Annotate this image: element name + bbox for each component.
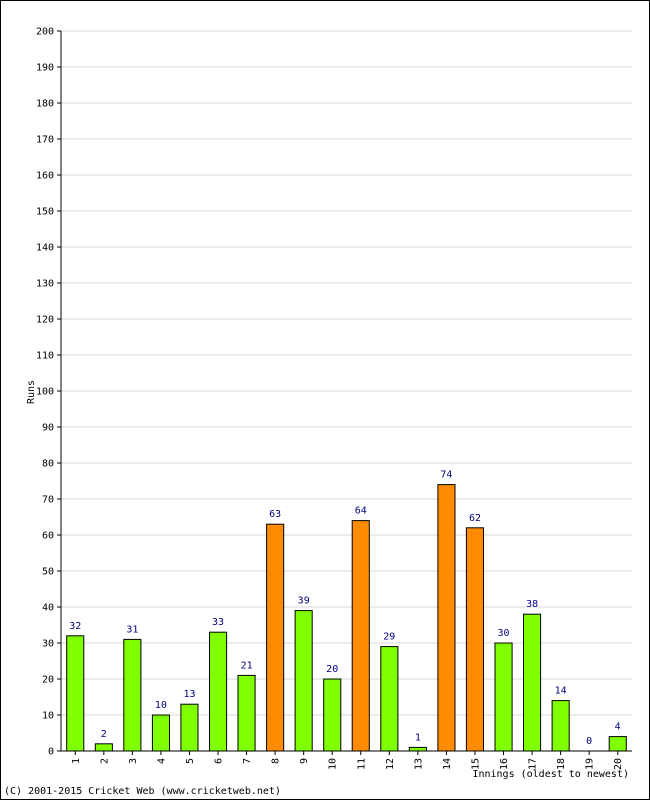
x-axis-title: Innings (oldest to newest) [472,769,629,780]
bar [494,642,513,752]
value-label: 30 [497,628,509,639]
grid-layer [61,30,632,716]
x-tick-label: 10 [328,758,339,770]
bar [551,700,570,752]
y-tick-label: 160 [36,171,54,182]
bar [408,746,427,752]
bar [465,527,484,752]
x-tick-label: 2 [99,758,110,764]
bar [266,523,285,752]
y-tick-label: 190 [36,63,54,74]
y-tick-label: 90 [42,423,54,434]
bar [294,610,313,752]
y-tick-label: 0 [48,747,54,758]
x-tick-label: 3 [128,758,139,764]
x-tick-label: 20 [613,758,624,770]
value-label: 33 [212,617,224,628]
copyright-footer: (C) 2001-2015 Cricket Web (www.cricketwe… [4,786,281,797]
y-tick-label: 10 [42,711,54,722]
bar [209,631,228,752]
y-tick-label: 200 [36,27,54,38]
bar [608,736,627,752]
y-tick-label: 110 [36,351,54,362]
x-tick-label: 15 [471,758,482,770]
x-tick-label: 12 [385,758,396,770]
x-tick-label: 7 [242,758,253,764]
value-label: 62 [469,513,481,524]
y-tick-label: 120 [36,315,54,326]
value-label: 14 [555,686,567,697]
bar [323,678,342,752]
value-label: 21 [241,660,253,671]
value-label: 29 [383,632,395,643]
axis-layer: 0102030405060708090100110120130140150160… [36,27,632,770]
x-tick-label: 17 [528,758,539,770]
value-label: 4 [615,722,621,733]
bar [351,520,370,752]
value-label: 64 [355,506,367,517]
bar [123,638,142,752]
x-tick-label: 19 [585,758,596,770]
bar [66,635,85,752]
x-tick-label: 8 [271,758,282,764]
bar [437,484,456,752]
x-tick-label: 16 [499,758,510,770]
x-tick-label: 14 [442,758,453,770]
value-label: 74 [440,470,452,481]
bar-layer: 32 2 31 10 13 33 21 63 39 20 64 29 1 74 62 30 38 14 0 4 [66,470,627,752]
x-tick-label: 4 [156,758,167,764]
y-tick-label: 170 [36,135,54,146]
value-label: 1 [415,732,421,743]
y-tick-label: 30 [42,639,54,650]
y-tick-label: 20 [42,675,54,686]
bar [151,714,170,752]
value-label: 31 [126,624,138,635]
value-label: 63 [269,509,281,520]
bar [180,703,199,752]
value-label: 38 [526,599,538,610]
y-axis-title: Runs [26,380,37,404]
y-tick-label: 140 [36,243,54,254]
y-tick-label: 70 [42,495,54,506]
x-tick-label: 13 [413,758,424,770]
y-tick-label: 80 [42,459,54,470]
bar [94,743,113,752]
value-label: 10 [155,700,167,711]
value-label: 13 [183,689,195,700]
x-tick-label: 5 [185,758,196,764]
x-tick-label: 6 [214,758,225,764]
x-tick-label: 18 [556,758,567,770]
value-label: 20 [326,664,338,675]
x-tick-label: 1 [71,758,82,764]
x-tick-label: 11 [356,758,367,770]
bar [523,613,542,752]
bar [380,646,399,752]
bar [237,674,256,752]
y-tick-label: 180 [36,99,54,110]
value-label: 2 [101,729,107,740]
y-tick-label: 50 [42,567,54,578]
value-label: 32 [69,621,81,632]
y-tick-label: 100 [36,387,54,398]
value-label: 0 [586,736,592,747]
y-tick-label: 60 [42,531,54,542]
value-label: 39 [298,596,310,607]
x-tick-label: 9 [299,758,310,764]
y-tick-label: 150 [36,207,54,218]
y-tick-label: 40 [42,603,54,614]
y-tick-label: 130 [36,279,54,290]
